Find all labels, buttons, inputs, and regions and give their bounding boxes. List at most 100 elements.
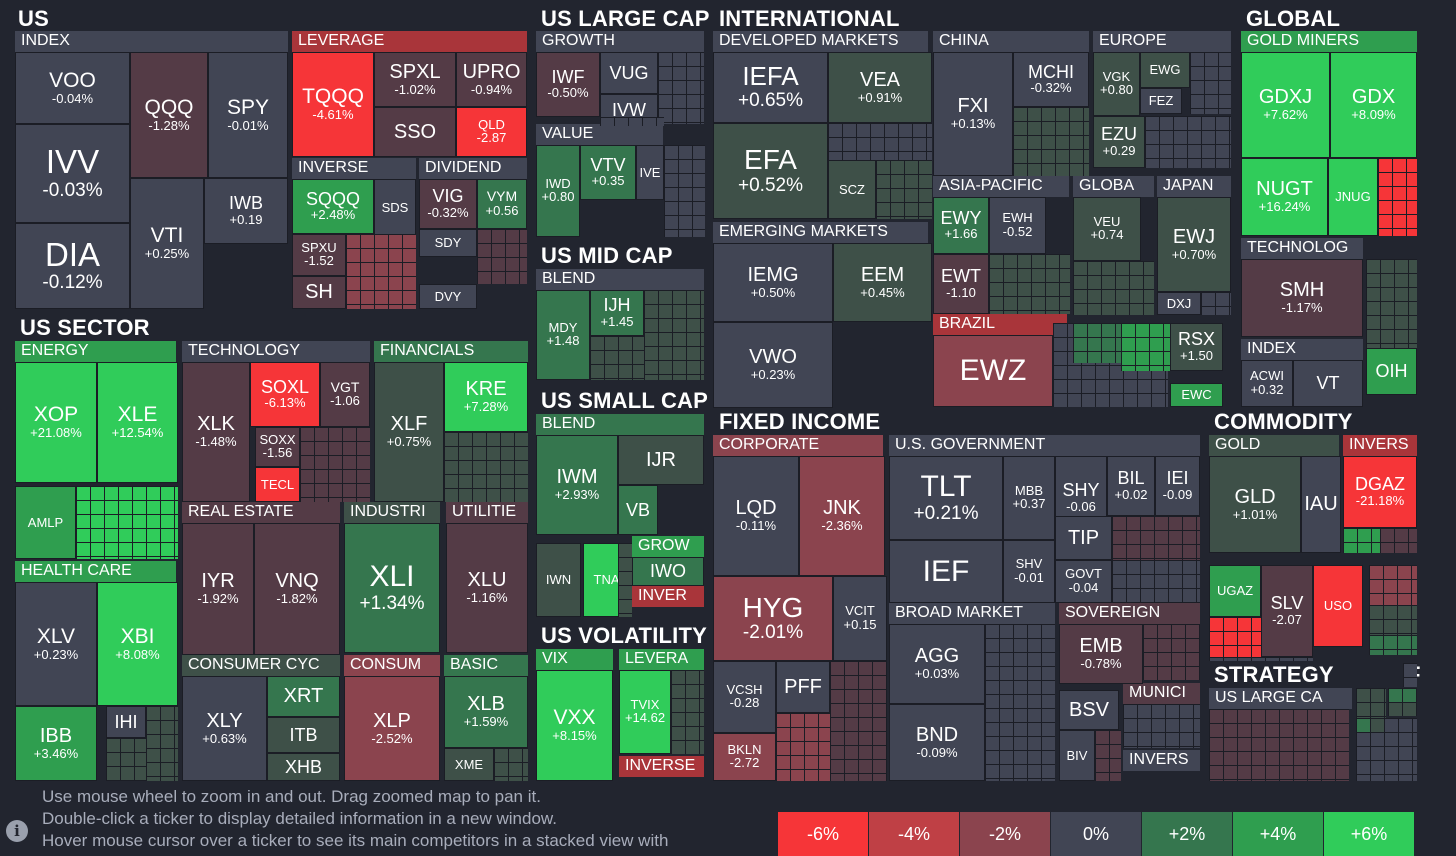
group-header-industri[interactable]: INDUSTRI [344, 502, 440, 523]
minor-ticker-cluster[interactable] [664, 145, 705, 237]
ticker-tile-efa[interactable]: EFA +0.52% [713, 123, 828, 219]
ticker-tile-xlu[interactable]: XLU -1.16% [446, 523, 528, 653]
ticker-tile-hyg[interactable]: HYG -2.01% [713, 576, 833, 661]
group-header-developed-markets[interactable]: DEVELOPED MARKETS [713, 31, 928, 52]
minor-ticker-cluster[interactable] [1369, 635, 1417, 655]
ticker-tile-bkln[interactable]: BKLN -2.72 [713, 733, 776, 781]
ticker-tile-xlk[interactable]: XLK -1.48% [182, 362, 250, 502]
ticker-tile-vwo[interactable]: VWO +0.23% [713, 322, 833, 408]
group-header-inverse-vol[interactable]: INVERSE [619, 756, 704, 777]
minor-ticker-cluster[interactable] [671, 670, 704, 754]
ticker-tile-soxx[interactable]: SOXX -1.56 [255, 427, 300, 467]
group-header-globa[interactable]: GLOBA [1073, 176, 1154, 197]
ticker-tile-mbb[interactable]: MBB +0.37 [1003, 456, 1055, 540]
ticker-tile-xrt[interactable]: XRT [267, 676, 340, 717]
ticker-tile-vym[interactable]: VYM +0.56 [477, 179, 527, 229]
ticker-tile-ewy[interactable]: EWY +1.66 [933, 197, 989, 254]
ticker-tile-qqq[interactable]: QQQ -1.28% [130, 52, 208, 178]
ticker-tile-vgk[interactable]: VGK +0.80 [1093, 52, 1140, 116]
group-header-mid-blend[interactable]: BLEND [536, 269, 704, 290]
group-header-index[interactable]: INDEX [15, 31, 288, 52]
minor-ticker-cluster[interactable] [1013, 107, 1089, 176]
ticker-tile-xop[interactable]: XOP +21.08% [15, 362, 97, 483]
ticker-tile-sdy[interactable]: SDY [419, 229, 477, 257]
ticker-tile-gdxj[interactable]: GDXJ +7.62% [1241, 52, 1330, 158]
group-header-brazil[interactable]: BRAZIL [933, 314, 1067, 335]
ticker-tile-fxi[interactable]: FXI +0.13% [933, 52, 1013, 176]
minor-ticker-cluster[interactable] [644, 290, 704, 380]
minor-ticker-cluster[interactable] [985, 624, 1055, 781]
group-header-leverage[interactable]: LEVERAGE [292, 31, 527, 52]
group-header-strategy-us-large-ca[interactable]: US LARGE CA [1209, 688, 1352, 709]
group-header-energy[interactable]: ENERGY [15, 341, 176, 362]
ticker-tile-bsv[interactable]: BSV [1059, 690, 1119, 730]
ticker-tile-vb[interactable]: VB [618, 485, 658, 535]
ticker-tile-emb[interactable]: EMB -0.78% [1059, 624, 1143, 684]
ticker-tile-iau[interactable]: IAU [1301, 456, 1341, 553]
group-header-health-care[interactable]: HEALTH CARE [15, 561, 176, 582]
minor-ticker-cluster[interactable] [1356, 732, 1417, 781]
minor-ticker-cluster[interactable] [1201, 292, 1231, 315]
group-header-global-index[interactable]: INDEX [1241, 339, 1363, 360]
minor-ticker-cluster[interactable] [1307, 709, 1349, 781]
minor-ticker-cluster[interactable] [1112, 516, 1200, 560]
minor-ticker-cluster[interactable] [1112, 560, 1200, 603]
ticker-tile-sqqq[interactable]: SQQQ +2.48% [292, 179, 374, 234]
ticker-tile-voo[interactable]: VOO -0.04% [15, 52, 130, 124]
ticker-tile-dvy[interactable]: DVY [419, 284, 477, 309]
ticker-tile-ibb[interactable]: IBB +3.46% [15, 706, 97, 781]
minor-ticker-cluster[interactable] [300, 427, 370, 502]
minor-ticker-cluster[interactable] [1145, 116, 1231, 168]
group-header-levera[interactable]: LEVERA [619, 649, 704, 670]
minor-ticker-cluster[interactable] [1384, 718, 1417, 732]
ticker-tile-iei[interactable]: IEI -0.09 [1155, 456, 1200, 516]
minor-ticker-cluster[interactable] [876, 160, 932, 219]
ticker-tile-xlb[interactable]: XLB +1.59% [444, 676, 528, 748]
ticker-tile-vnq[interactable]: VNQ -1.82% [254, 523, 340, 655]
group-header-broad-market[interactable]: BROAD MARKET [889, 603, 1055, 624]
minor-ticker-cluster[interactable] [76, 486, 178, 559]
ticker-tile-sso[interactable]: SSO [374, 107, 456, 157]
ticker-tile-ewt[interactable]: EWT -1.10 [933, 254, 989, 314]
ticker-tile-xle[interactable]: XLE +12.54% [97, 362, 178, 483]
ticker-tile-vxx[interactable]: VXX +8.15% [536, 670, 613, 781]
ticker-tile-mchi[interactable]: MCHI -0.32% [1013, 52, 1089, 107]
ticker-tile-jnug[interactable]: JNUG [1328, 158, 1378, 236]
group-header-consumer-cyc[interactable]: CONSUMER CYC [182, 655, 340, 676]
ticker-tile-tlt[interactable]: TLT +0.21% [889, 456, 1003, 540]
ticker-tile-iefa[interactable]: IEFA +0.65% [713, 52, 828, 123]
minor-ticker-cluster[interactable] [830, 661, 887, 781]
group-header-invers-commodity[interactable]: INVERS [1343, 435, 1417, 456]
minor-ticker-cluster[interactable] [1366, 259, 1417, 348]
minor-ticker-cluster[interactable] [494, 748, 528, 781]
ticker-tile-iwo[interactable]: IWO [632, 557, 704, 586]
group-header-vix[interactable]: VIX [536, 649, 613, 670]
minor-ticker-cluster[interactable] [1356, 718, 1370, 732]
group-header-grow[interactable]: GROW [632, 536, 704, 557]
ticker-tile-spy[interactable]: SPY -0.01% [208, 52, 288, 178]
minor-ticker-cluster[interactable] [776, 713, 830, 781]
ticker-tile-iemg[interactable]: IEMG +0.50% [713, 243, 833, 322]
ticker-tile-vcit[interactable]: VCIT +0.15 [833, 576, 887, 661]
ticker-tile-acwi[interactable]: ACWI +0.32 [1241, 360, 1293, 407]
minor-ticker-cluster[interactable] [1388, 688, 1417, 702]
group-header-emerging-markets[interactable]: EMERGING MARKETS [713, 222, 928, 243]
group-header-us-government[interactable]: U.S. GOVERNMENT [889, 435, 1200, 456]
ticker-tile-sh[interactable]: SH [292, 276, 346, 309]
ticker-tile-xly[interactable]: XLY +0.63% [182, 676, 267, 781]
ticker-tile-xme[interactable]: XME [444, 748, 494, 781]
ticker-tile-iyr[interactable]: IYR -1.92% [182, 523, 254, 655]
minor-ticker-cluster[interactable] [989, 254, 1070, 314]
ticker-tile-soxl[interactable]: SOXL -6.13% [250, 362, 320, 427]
minor-ticker-cluster[interactable] [1209, 657, 1313, 661]
minor-ticker-cluster[interactable] [590, 336, 644, 380]
minor-ticker-cluster[interactable] [1190, 52, 1231, 114]
ticker-tile-kre[interactable]: KRE +7.28% [444, 362, 528, 432]
group-header-china[interactable]: CHINA [933, 31, 1089, 52]
minor-ticker-cluster[interactable] [1121, 323, 1170, 371]
minor-ticker-cluster[interactable] [146, 706, 178, 781]
minor-ticker-cluster[interactable] [346, 234, 416, 309]
ticker-tile-ugaz[interactable]: UGAZ [1209, 565, 1261, 617]
group-header-gold-miners[interactable]: GOLD MINERS [1241, 31, 1417, 52]
group-header-corporate[interactable]: CORPORATE [713, 435, 883, 456]
